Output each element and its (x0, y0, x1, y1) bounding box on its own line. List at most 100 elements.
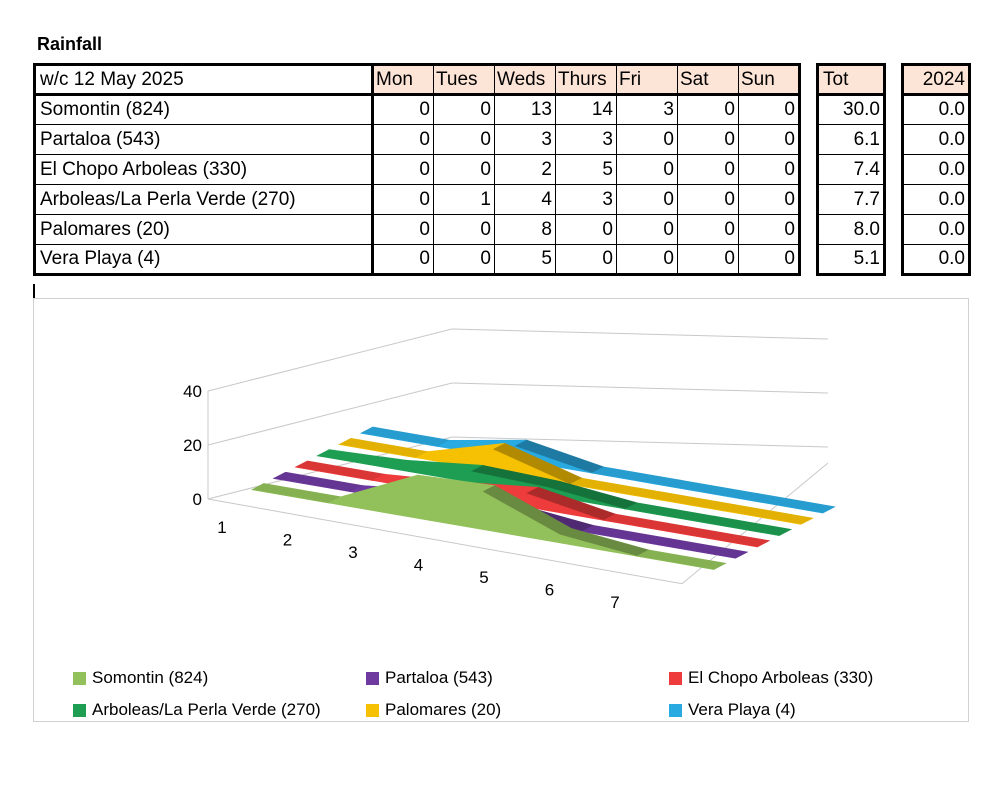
gridline-left (207, 328, 453, 392)
ribbon-front-face (251, 480, 714, 570)
ribbon-front-face (317, 455, 780, 536)
table-row: Somontin (824) 0 0 13 14 3 0 0 30.0 0.0 (33, 94, 971, 125)
legend-item: Vera Playa (4) (669, 700, 796, 720)
rainfall-value: 0 (433, 244, 495, 276)
prev-year-value: 0.0 (901, 124, 971, 155)
table-row: El Chopo Arboleas (330) 0 0 2 5 0 0 0 7.4 0.0 (33, 154, 971, 185)
rainfall-value: 0 (616, 214, 678, 245)
rainfall-value: 3 (555, 184, 617, 215)
legend-label: Palomares (20) (385, 700, 502, 719)
total-header: Tot (816, 63, 886, 96)
rainfall-value: 0 (677, 94, 739, 125)
rainfall-value: 0 (677, 244, 739, 276)
legend-swatch (366, 703, 379, 717)
day-header: Sun (738, 63, 801, 96)
rainfall-value: 0 (372, 94, 434, 125)
series-ribbon (250, 474, 727, 570)
day-header: Tues (433, 63, 495, 96)
column-gap (884, 124, 903, 155)
column-gap (884, 214, 903, 245)
rainfall-value: 0 (738, 214, 801, 245)
rainfall-value: 0 (372, 244, 434, 276)
rainfall-value: 2 (494, 154, 556, 185)
chart-area: 0 20 40 1 2 3 4 5 6 7 (33, 298, 969, 722)
rainfall-value: 0 (677, 184, 739, 215)
legend-swatch (669, 703, 682, 717)
x-tick-label: 3 (348, 543, 357, 562)
column-gap (799, 154, 818, 185)
prev-year-value: 0.0 (901, 214, 971, 245)
rainfall-value: 5 (494, 244, 556, 276)
column-gap (884, 64, 903, 95)
area-chart-3d: 0 20 40 1 2 3 4 5 6 7 (183, 328, 836, 612)
rainfall-value: 0 (555, 244, 617, 276)
total-value: 7.4 (816, 154, 886, 185)
rainfall-value: 0 (677, 214, 739, 245)
y-tick-label: 40 (183, 382, 202, 401)
rainfall-table: w/c 12 May 2025 Mon Tues Weds Thurs Fri Sat Sun… (33, 63, 971, 276)
rainfall-value: 13 (494, 94, 556, 125)
table-row: Palomares (20) 0 0 8 0 0 0 0 8.0 0.0 (33, 214, 971, 245)
chart-legend: Somontin (824) Partaloa (543) El Chopo Arb… (33, 655, 969, 719)
rainfall-value: 0 (372, 184, 434, 215)
prev-year-value: 0.0 (901, 244, 971, 276)
legend-swatch (73, 703, 86, 717)
rainfall-value: 0 (433, 154, 495, 185)
prev-year-value: 0.0 (901, 184, 971, 215)
table-row: Vera Playa (4) 0 0 5 0 0 0 0 5.1 0.0 (33, 244, 971, 276)
rainfall-value: 0 (616, 124, 678, 155)
page-title: Rainfall (37, 34, 103, 54)
rainfall-value: 1 (433, 184, 495, 215)
table-row: Partaloa (543) 0 0 3 3 0 0 0 6.1 0.0 (33, 124, 971, 155)
station-name: Partaloa (543) (33, 124, 374, 155)
rainfall-value: 0 (372, 154, 434, 185)
rainfall-value: 0 (738, 184, 801, 215)
rainfall-value: 3 (555, 124, 617, 155)
rainfall-value: 0 (433, 214, 495, 245)
legend-label: Partaloa (543) (385, 668, 493, 687)
x-tick-label: 5 (479, 568, 488, 587)
station-name: El Chopo Arboleas (330) (33, 154, 374, 185)
x-tick-label: 2 (283, 531, 292, 550)
gridline-back (451, 328, 829, 340)
total-value: 8.0 (816, 214, 886, 245)
legend-swatch (366, 671, 379, 685)
floor-front-edge (207, 498, 683, 585)
day-header: Weds (494, 63, 556, 96)
rainfall-value: 3 (616, 94, 678, 125)
day-header: Fri (616, 63, 678, 96)
column-gap (884, 154, 903, 185)
legend-label: El Chopo Arboleas (330) (688, 668, 874, 687)
prev-year-value: 0.0 (901, 154, 971, 185)
legend-swatch (669, 671, 682, 685)
gridline-left (207, 382, 453, 446)
week-label: w/c 12 May 2025 (33, 63, 374, 96)
x-tick-label: 1 (217, 518, 226, 537)
day-header: Thurs (555, 63, 617, 96)
legend-item: El Chopo Arboleas (330) (669, 668, 873, 688)
column-gap (884, 184, 903, 215)
rainfall-value: 0 (555, 214, 617, 245)
total-value: 6.1 (816, 124, 886, 155)
series-ribbon (316, 449, 793, 536)
day-header: Mon (372, 63, 434, 96)
rainfall-value: 0 (738, 244, 801, 276)
rainfall-value: 5 (555, 154, 617, 185)
gridline-back (451, 436, 829, 448)
column-gap (799, 214, 818, 245)
x-tick-label: 6 (545, 581, 554, 600)
rainfall-value: 0 (372, 214, 434, 245)
column-gap (799, 64, 818, 95)
rainfall-value: 0 (677, 124, 739, 155)
rainfall-value: 0 (677, 154, 739, 185)
y-tick-label: 20 (183, 436, 202, 455)
legend-label: Vera Playa (4) (688, 700, 796, 719)
x-tick-label: 4 (414, 556, 423, 575)
column-gap (884, 94, 903, 125)
rainfall-value: 4 (494, 184, 556, 215)
station-name: Vera Playa (4) (33, 244, 374, 276)
table-header-row: w/c 12 May 2025 Mon Tues Weds Thurs Fri Sat Sun… (33, 63, 971, 96)
legend-item: Partaloa (543) (366, 668, 493, 688)
station-name: Arboleas/La Perla Verde (270) (33, 184, 374, 215)
table-row: Arboleas/La Perla Verde (270) 0 1 4 3 0 0 0 7.7 0… (33, 184, 971, 215)
